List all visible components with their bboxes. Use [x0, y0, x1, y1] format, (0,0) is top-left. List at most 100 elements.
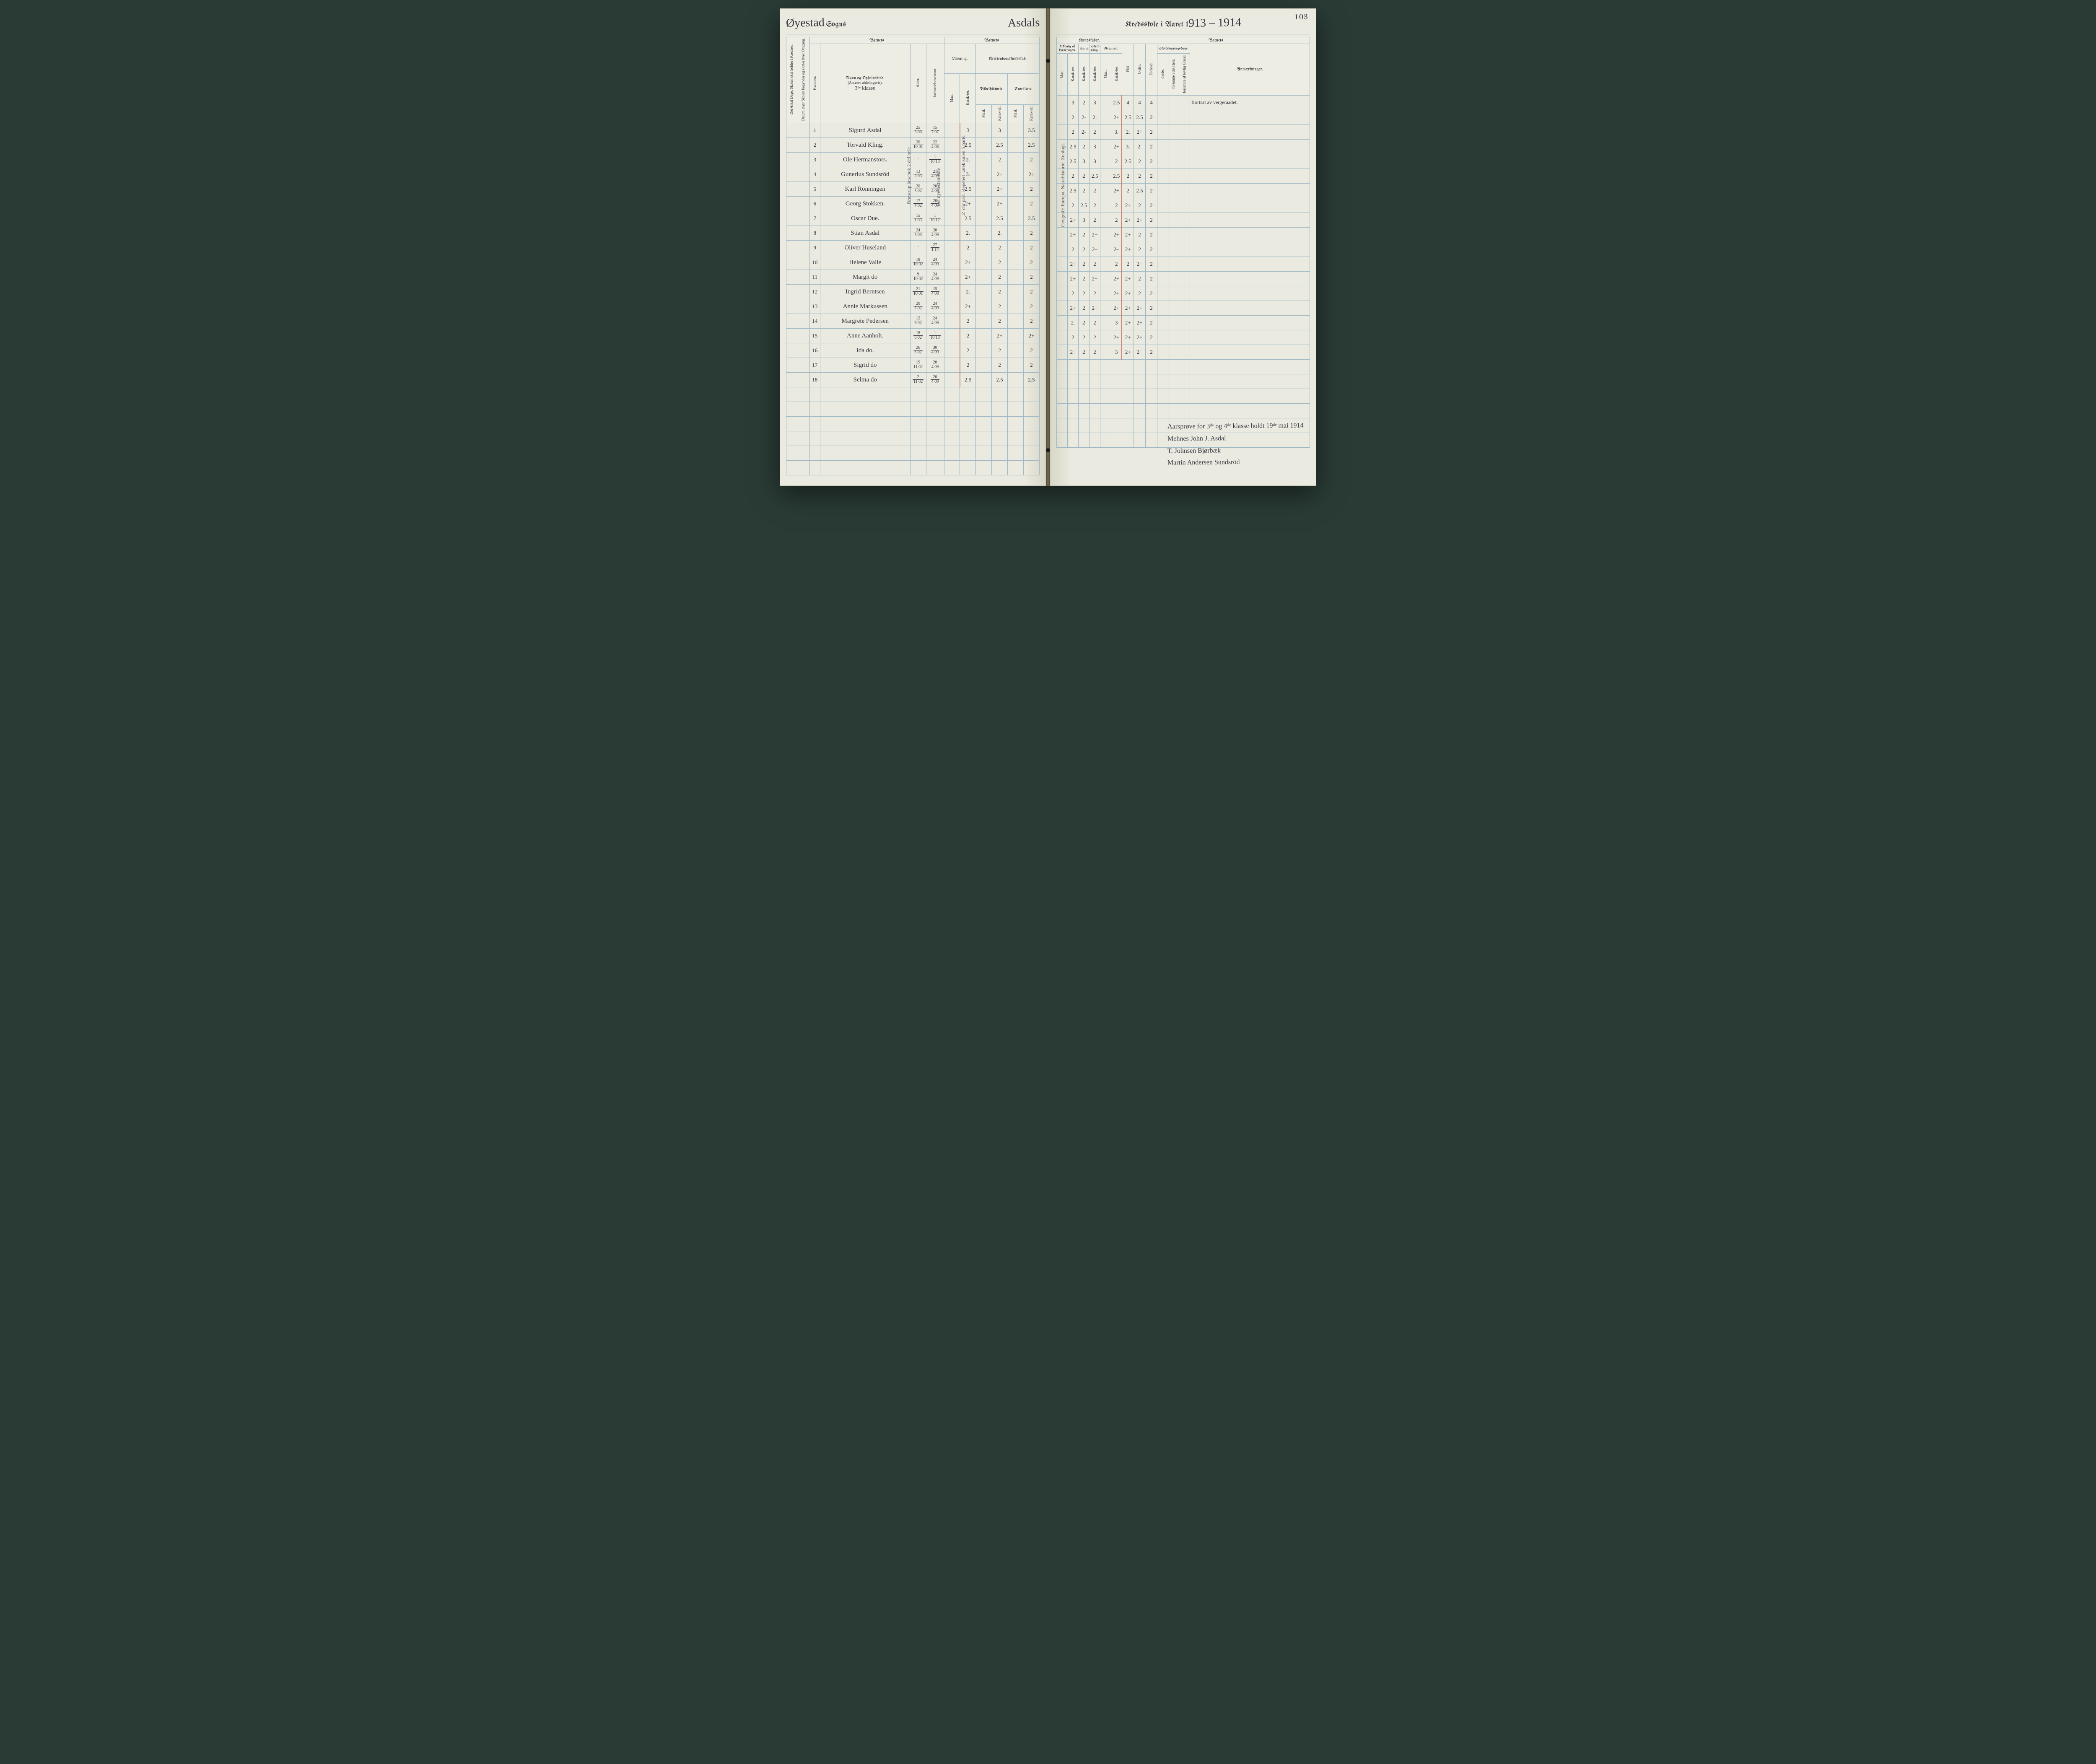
grade-udvalg: 2 — [1067, 110, 1078, 125]
grade-regn: 2 — [1111, 154, 1122, 169]
grade-bibel: 2.5 — [992, 211, 1008, 226]
right-table-head: Kundskaber. Barnets Udvalg af Læsebogen.… — [1056, 37, 1310, 96]
row-number: 17 — [809, 358, 820, 373]
grade-sang: 2 — [1078, 345, 1089, 359]
grade-bibel: 2+ — [992, 197, 1008, 211]
remark — [1190, 242, 1310, 257]
hdr-laesning: Læsning. — [944, 44, 976, 74]
grade-orden: 2.5 — [1134, 183, 1145, 198]
grade-sang: 2 — [1078, 286, 1089, 301]
grade-sang: 2 — [1078, 169, 1089, 183]
hdr-udv-maal: Maal. — [1060, 70, 1064, 78]
grade-forhold: 2 — [1145, 286, 1157, 301]
enroll-date: 204 09 — [926, 226, 944, 241]
grade-flid: 2.5 — [1122, 110, 1134, 125]
table-row: 2+22+2+2+22 — [1056, 271, 1310, 286]
grade-flid: 2+ — [1122, 345, 1134, 359]
grade-regn: 2+ — [1111, 139, 1122, 154]
grade-troes: 3.5 — [1023, 123, 1039, 138]
remark — [1190, 125, 1310, 139]
right-table-body: 3232.5444Bortsat av vergeraadet.22-2.2+2… — [1056, 95, 1310, 447]
born-date: 151 03 — [910, 211, 926, 226]
remark: Bortsat av vergeraadet. — [1190, 95, 1310, 110]
enroll-date: 271 14 — [926, 241, 944, 255]
kredsskole-label: Kredsskole i Aaret 1 — [1125, 21, 1188, 29]
hdr-navn-main: Navn og Opholdssted. — [822, 76, 909, 80]
student-name: Helene Valle — [820, 255, 910, 270]
grade-sang: 3 — [1078, 213, 1089, 227]
grade-regn: 2 — [1111, 213, 1122, 227]
born-date: 266 02 — [910, 343, 926, 358]
hdr-navn: Navn og Opholdssted. (Anføres afdelingsv… — [820, 44, 910, 123]
hdr-bibel-maal: Maal. — [982, 109, 986, 118]
grade-flid: 2+ — [1122, 242, 1134, 257]
grade-forhold: 2 — [1145, 198, 1157, 213]
grade-forhold: 2 — [1145, 154, 1157, 169]
grade-orden: 2+ — [1134, 330, 1145, 345]
remark — [1190, 183, 1310, 198]
student-name: Torvald Kling. — [820, 138, 910, 153]
born-date: 174 02 — [910, 197, 926, 211]
hdr-nummer: Nummer. — [813, 76, 817, 90]
hdr-anm: Anmærkninger. — [1190, 44, 1310, 96]
hdr-regning: Regning. — [1100, 44, 1122, 54]
grade-udvalg: 2. — [1067, 315, 1078, 330]
row-number: 13 — [809, 299, 820, 314]
grade-troes: 2 — [1023, 226, 1039, 241]
grade-sang: 2 — [1078, 271, 1089, 286]
parish-name-hand: Øyestad — [786, 16, 825, 30]
born-date: 211 02 — [910, 373, 926, 387]
grade-troes: 2 — [1023, 358, 1039, 373]
grade-orden: 2÷ — [1134, 315, 1145, 330]
student-name: Sigurd Asdal — [820, 123, 910, 138]
table-row — [786, 461, 1040, 475]
table-row: 9Oliver Huseland'271 14222 — [786, 241, 1040, 255]
hdr-fors-hj: forsømte i det Hele. — [1172, 59, 1176, 88]
grade-laesning: 2 — [960, 314, 976, 329]
grade-regn: 2+ — [1111, 110, 1122, 125]
hdr-troes: Troeslære. — [1008, 74, 1040, 105]
table-row: 5Karl Rönningen205 02204 092.52+2 — [786, 182, 1040, 197]
grade-sang: 2- — [1078, 110, 1089, 125]
enroll-date: 154 08 — [926, 285, 944, 299]
remark — [1190, 213, 1310, 227]
grade-skriv: 2 — [1089, 315, 1100, 330]
grade-orden: 2 — [1134, 154, 1145, 169]
hdr-barnets-r: Barnets — [1122, 37, 1310, 44]
grade-regn: 3. — [1111, 125, 1122, 139]
row-number: 3 — [809, 153, 820, 167]
grade-laesning: 2+ — [960, 270, 976, 285]
grade-troes: 2 — [1023, 270, 1039, 285]
year-hand: 913 – 1914 — [1188, 16, 1242, 30]
student-name: Ingrid Berntsen — [820, 285, 910, 299]
grade-forhold: 2 — [1145, 271, 1157, 286]
grade-forhold: 4 — [1145, 95, 1157, 110]
grade-laesning: 2 — [960, 343, 976, 358]
hdr-troes-kar: Karak-ter. — [1030, 106, 1034, 121]
hdr-fors-lov: forsømte af lovlig Grund. — [1183, 54, 1187, 93]
grade-orden: 2÷ — [1134, 257, 1145, 271]
table-row — [786, 387, 1040, 402]
sogns-label: Sogns — [826, 21, 846, 29]
grade-laesning: 2. — [960, 285, 976, 299]
remark — [1190, 169, 1310, 183]
hdr-sang: Sang. — [1078, 44, 1089, 54]
footer-line-2: Mehnes John J. Asdal — [1167, 432, 1303, 445]
row-number: 18 — [809, 373, 820, 387]
grade-sang: 2 — [1078, 183, 1089, 198]
hdr-udv-kar: Karak-ter. — [1071, 66, 1075, 81]
grade-udvalg: 2 — [1067, 169, 1078, 183]
grade-laesning: 2 — [960, 241, 976, 255]
student-name: Stian Asdal — [820, 226, 910, 241]
grade-laesning: 2. — [960, 226, 976, 241]
grade-udvalg: 2+ — [1067, 227, 1078, 242]
table-row: 1Sigurd Asdal253 00157 07333.5 — [786, 123, 1040, 138]
grade-skriv: 2 — [1089, 345, 1100, 359]
remark — [1190, 257, 1310, 271]
grade-orden: 4 — [1134, 95, 1145, 110]
student-name: Selma do — [820, 373, 910, 387]
hdr-orden: Orden. — [1138, 64, 1142, 74]
table-row: 17Sigrid do1911 02204 09222 — [786, 358, 1040, 373]
table-row: 8Stian Asdal245 03204 092.2.2 — [786, 226, 1040, 241]
grade-bibel: 2 — [992, 358, 1008, 373]
